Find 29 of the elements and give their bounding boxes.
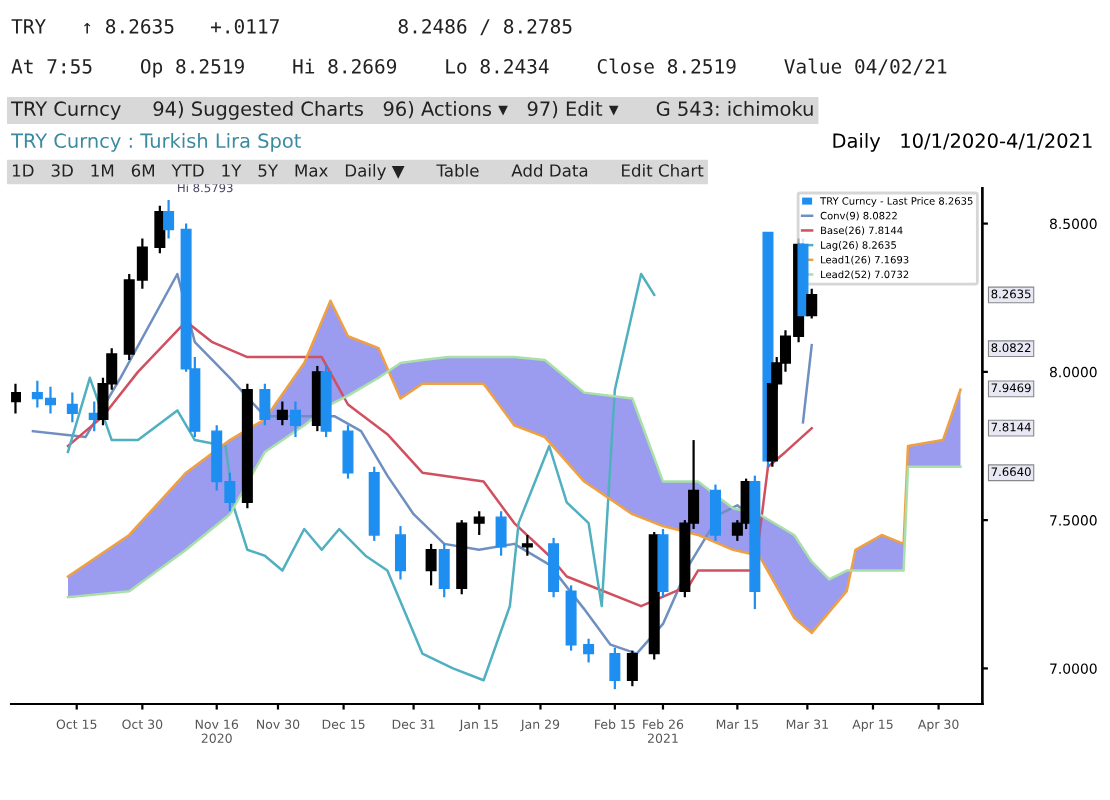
candlestick bbox=[521, 533, 533, 557]
text: Daily 10/1/2020-4/1/2021 bbox=[833, 132, 1092, 152]
candlestick bbox=[276, 400, 288, 427]
candlestick bbox=[259, 382, 271, 427]
candlestick bbox=[163, 198, 175, 240]
candlestick bbox=[154, 204, 166, 255]
text: 1D 3D 1M 6M YTD 1Y 5Y Max Daily ▼ Table Add Data Edit Chart bbox=[12, 163, 704, 181]
line-series bbox=[66, 355, 962, 599]
text: TRY ↑ 8.2635 +.0117 8.2486 / 8.2785 bbox=[11, 18, 572, 36]
candlestick bbox=[342, 424, 354, 480]
candlestick bbox=[438, 542, 450, 599]
candlestick bbox=[495, 510, 507, 557]
line-series bbox=[66, 320, 813, 608]
candlestick bbox=[425, 542, 437, 587]
text: TRY Curncy 94) Suggested Charts 96) Actions ▾ 97) Edit ▾ G 543: ichimoku bbox=[11, 100, 813, 120]
candlestick bbox=[609, 646, 621, 691]
candlestick bbox=[806, 287, 818, 320]
candlestick bbox=[583, 637, 595, 664]
candlestick bbox=[394, 524, 406, 581]
candlestick bbox=[473, 510, 485, 537]
candlestick bbox=[548, 536, 560, 599]
candlestick bbox=[11, 382, 21, 415]
candlestick bbox=[709, 483, 721, 543]
candlestick bbox=[626, 649, 638, 688]
chart-title: TRY Curncy : Turkish Lira Spot bbox=[11, 132, 301, 152]
line-series bbox=[66, 272, 656, 682]
candlestick bbox=[66, 391, 78, 424]
text: At 7:55 Op 8.2519 Hi 8.2669 Lo 8.2434 Close 8.2519 Value 04/02/21 bbox=[11, 58, 947, 78]
candlestick bbox=[289, 400, 301, 439]
